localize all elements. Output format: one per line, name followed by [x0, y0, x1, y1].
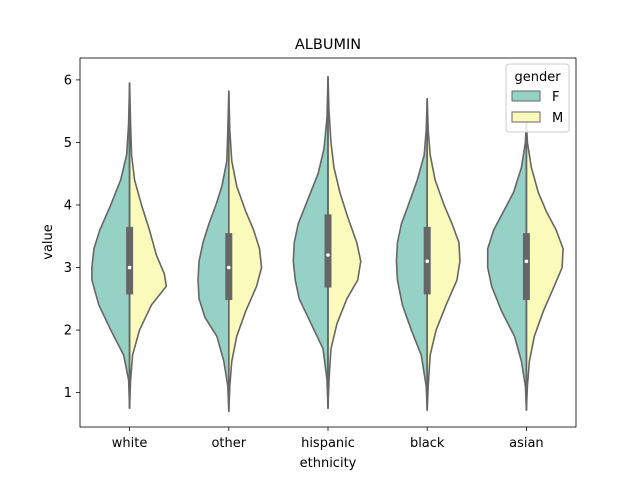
y-tick-label-3: 3 [64, 261, 72, 276]
iqr-box-white [126, 226, 134, 295]
median-dot-black [425, 259, 430, 264]
y-axis: 1 2 3 4 5 6 [64, 73, 80, 401]
violin-m-white [128, 82, 168, 410]
x-tick-label-hispanic: hispanic [301, 436, 355, 451]
y-axis-label: value [41, 224, 56, 260]
violin-f-hispanic [292, 75, 329, 410]
median-dot-asian [524, 259, 529, 264]
x-tick-label-asian: asian [509, 436, 544, 451]
y-tick-label-1: 1 [64, 386, 72, 401]
y-tick-label-4: 4 [64, 198, 72, 213]
median-dot-other [227, 265, 231, 270]
x-axis-label: ethnicity [300, 456, 357, 471]
chart-title: ALBUMIN [295, 37, 361, 53]
violin-f-white [91, 82, 131, 410]
median-dot-hispanic [326, 253, 330, 257]
box-layer [126, 76, 530, 412]
violins-layer [91, 75, 564, 413]
iqr-box-hispanic [324, 214, 332, 288]
violin-m-asian [525, 119, 564, 411]
x-tick-label-white: white [112, 436, 148, 451]
violin-f-other [197, 90, 230, 413]
legend-title: gender [514, 70, 561, 85]
x-tick-label-other: other [211, 436, 246, 451]
violin-f-black [395, 97, 428, 411]
legend-label-m: M [552, 111, 563, 126]
y-tick-label-5: 5 [64, 136, 72, 151]
iqr-box-asian [522, 233, 530, 301]
x-axis: white other hispanic black asian [112, 427, 544, 451]
violin-m-hispanic [327, 75, 362, 410]
violin-f-asian [486, 119, 528, 411]
violin-m-other [228, 90, 263, 413]
legend-label-f: F [552, 90, 559, 105]
median-dot-white [127, 265, 132, 270]
y-tick-label-2: 2 [64, 324, 72, 339]
legend-swatch-f [511, 90, 541, 102]
x-tick-label-black: black [410, 436, 445, 451]
y-tick-label-6: 6 [64, 73, 72, 88]
violin-m-black [426, 97, 461, 411]
legend: gender F M [505, 63, 570, 133]
legend-swatch-m [511, 111, 541, 123]
